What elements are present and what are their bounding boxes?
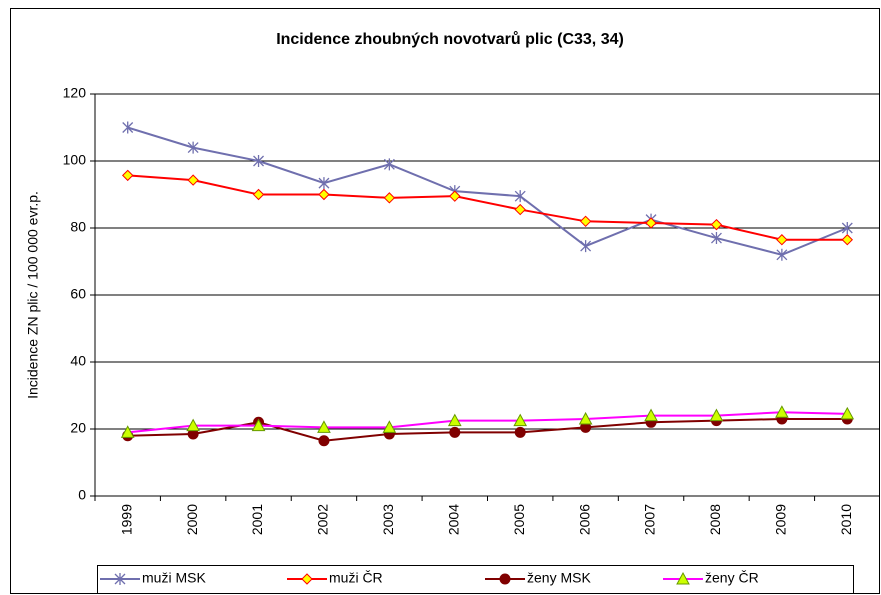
data-point bbox=[383, 158, 395, 171]
legend-marker bbox=[676, 571, 690, 585]
x-tick-label: 2004 bbox=[445, 504, 461, 535]
data-point bbox=[187, 174, 199, 186]
data-point bbox=[514, 203, 526, 216]
data-point bbox=[253, 155, 265, 167]
y-tick-label: 60 bbox=[70, 286, 86, 302]
data-point bbox=[318, 435, 330, 447]
legend-marker bbox=[499, 573, 511, 585]
x-tick-label: 2006 bbox=[576, 504, 592, 535]
x-tick-label: 1999 bbox=[118, 504, 134, 535]
y-tick-label: 20 bbox=[70, 420, 86, 436]
data-point bbox=[513, 413, 528, 427]
data-point bbox=[840, 406, 855, 420]
data-point bbox=[710, 232, 722, 245]
data-point bbox=[186, 418, 200, 432]
data-point bbox=[122, 169, 134, 182]
data-point bbox=[710, 218, 723, 231]
data-point bbox=[645, 217, 657, 229]
y-tick-label: 80 bbox=[70, 219, 86, 235]
data-point bbox=[709, 408, 724, 422]
x-tick-label: 2005 bbox=[511, 504, 527, 535]
data-point bbox=[841, 234, 853, 246]
x-tick-label: 2009 bbox=[773, 504, 789, 535]
x-tick-label: 2000 bbox=[184, 504, 200, 535]
data-point bbox=[383, 192, 396, 204]
x-tick-label: 2002 bbox=[315, 504, 331, 535]
data-point bbox=[251, 418, 266, 432]
y-tick-label: 40 bbox=[70, 353, 86, 369]
data-point bbox=[317, 420, 331, 433]
series-line bbox=[127, 417, 848, 442]
x-tick-label: 2010 bbox=[838, 504, 854, 535]
legend-box bbox=[97, 565, 854, 594]
chart-title: Incidence zhoubných novotvarů plic (C33,… bbox=[276, 31, 624, 48]
data-point bbox=[187, 141, 199, 154]
data-point bbox=[449, 426, 461, 438]
legend-label: ženy ČR bbox=[705, 570, 759, 586]
data-point bbox=[318, 177, 330, 190]
data-point bbox=[578, 411, 593, 425]
data-point bbox=[447, 413, 462, 427]
data-point bbox=[318, 188, 330, 201]
series-line bbox=[127, 174, 848, 241]
y-tick-label: 120 bbox=[63, 85, 87, 101]
data-point bbox=[776, 234, 788, 246]
data-point bbox=[252, 188, 265, 201]
x-tick-label: 2001 bbox=[249, 504, 265, 535]
legend-marker bbox=[114, 573, 126, 585]
x-tick-label: 2008 bbox=[707, 504, 723, 535]
data-point bbox=[514, 190, 526, 203]
data-point bbox=[841, 222, 853, 234]
data-point bbox=[120, 425, 135, 438]
y-tick-label: 0 bbox=[78, 487, 86, 503]
y-axis-title: Incidence ZN plic / 100 000 evr.p. bbox=[25, 191, 41, 399]
data-point bbox=[122, 121, 134, 134]
x-tick-label: 2007 bbox=[642, 504, 658, 535]
x-tick-label: 2003 bbox=[380, 504, 396, 535]
legend-label: muži MSK bbox=[142, 570, 206, 586]
data-point bbox=[449, 190, 461, 202]
legend-label: ženy MSK bbox=[527, 570, 591, 586]
data-point bbox=[579, 215, 592, 228]
series-line bbox=[127, 411, 848, 434]
data-point bbox=[644, 408, 658, 422]
data-point bbox=[775, 405, 789, 418]
legend-marker bbox=[301, 573, 313, 585]
legend-label: muži ČR bbox=[329, 570, 383, 586]
data-point bbox=[580, 240, 592, 253]
data-point bbox=[514, 426, 526, 438]
data-point bbox=[382, 420, 397, 433]
y-tick-label: 100 bbox=[63, 152, 87, 168]
data-point bbox=[776, 248, 788, 261]
series-line bbox=[127, 126, 848, 256]
